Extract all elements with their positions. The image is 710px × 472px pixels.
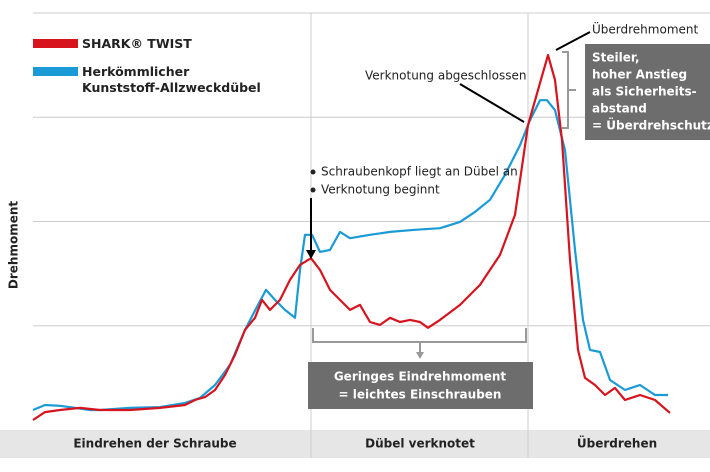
legend-swatch — [33, 67, 78, 76]
phase-label: Dübel verknotet — [365, 437, 475, 451]
annotation: = leichtes Einschrauben — [339, 388, 502, 402]
arrow-head — [306, 250, 316, 259]
annotation: abstand — [592, 102, 647, 116]
data-line — [32, 99, 668, 412]
annotation: Schraubenkopf liegt an Dübel an — [321, 165, 518, 179]
annotation: als Sicherheits- — [592, 85, 697, 99]
annotation: = Überdrehschutz — [592, 118, 710, 133]
annotation: Steiler, — [592, 51, 640, 65]
bullet — [310, 187, 316, 193]
annotation: Überdrehmoment — [592, 21, 698, 37]
arrow-head — [416, 352, 424, 359]
phase-label: Überdrehen — [577, 436, 657, 451]
phase-band — [0, 430, 710, 458]
annotation: Geringes Eindrehmoment — [334, 370, 507, 384]
bullet — [310, 169, 316, 175]
annotation: hoher Anstieg — [592, 68, 687, 82]
legend-label: SHARK® TWIST — [82, 36, 192, 51]
annotation: Verknotung beginnt — [321, 183, 440, 197]
bracket — [562, 51, 576, 129]
bracket — [312, 328, 527, 352]
data-line — [32, 54, 671, 421]
annotation-box — [585, 44, 710, 140]
legend-swatch — [33, 39, 78, 48]
arrow — [459, 83, 525, 123]
arrow — [555, 31, 591, 51]
phase-label: Eindrehen der Schraube — [73, 437, 236, 451]
annotation: Verknotung abgeschlossen — [365, 69, 526, 83]
y-axis-label: Drehmoment — [7, 201, 21, 289]
legend-label: Herkömmlicher Kunststoff-Allzweckdübel — [82, 64, 261, 95]
annotation-box — [308, 362, 533, 409]
